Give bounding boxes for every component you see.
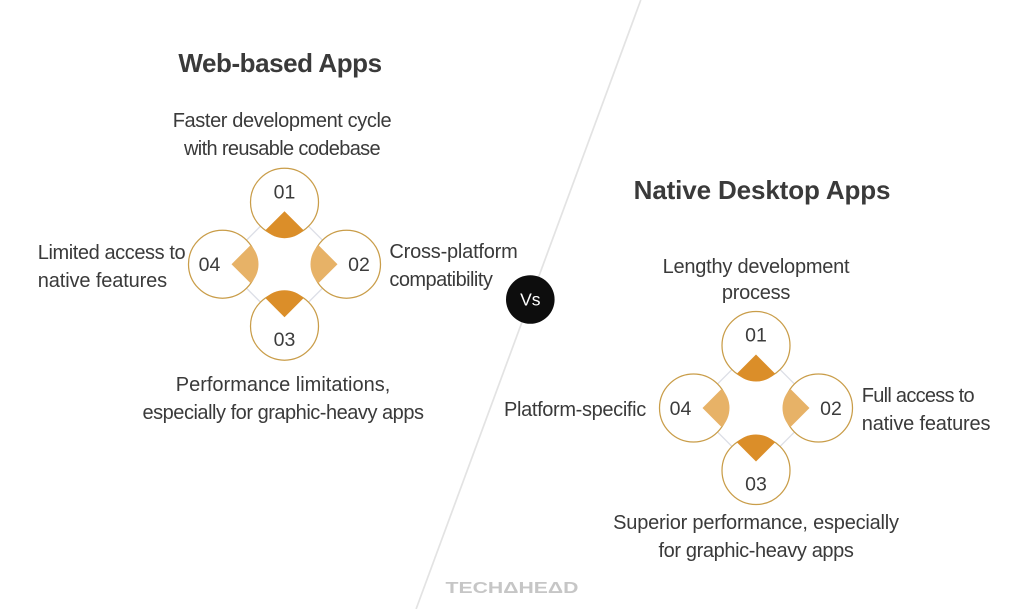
svg-text:TECHΔHEΔD: TECHΔHEΔD bbox=[446, 580, 579, 597]
svg-text:03: 03 bbox=[274, 329, 296, 351]
svg-text:02: 02 bbox=[820, 398, 842, 420]
svg-text:02: 02 bbox=[348, 254, 370, 276]
svg-text:03: 03 bbox=[745, 474, 767, 496]
svg-text:04: 04 bbox=[670, 398, 692, 420]
svg-text:01: 01 bbox=[274, 181, 296, 203]
svg-text:Vs: Vs bbox=[520, 290, 541, 310]
svg-text:01: 01 bbox=[745, 325, 767, 347]
svg-text:04: 04 bbox=[199, 254, 221, 276]
